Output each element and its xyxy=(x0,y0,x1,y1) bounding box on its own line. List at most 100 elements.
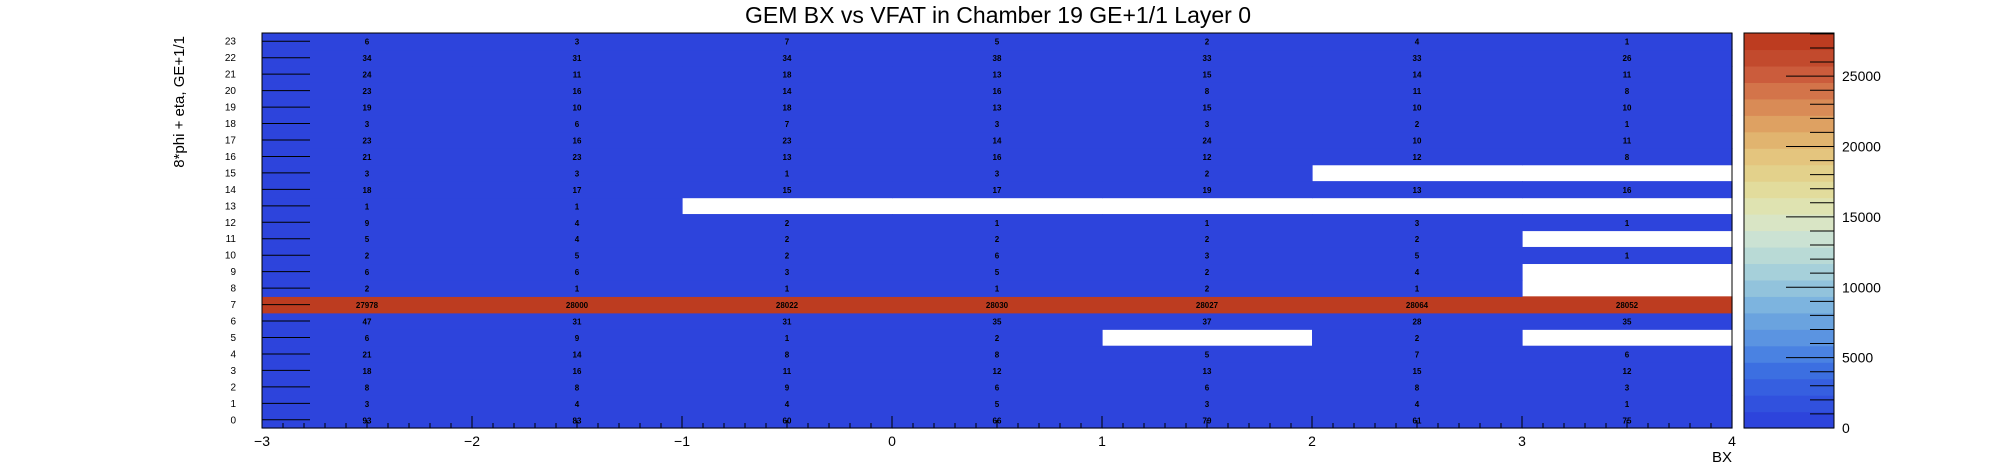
heatmap-cell xyxy=(682,230,893,248)
heatmap-cell xyxy=(682,362,893,380)
cell-value-label: 19 xyxy=(363,104,372,113)
cell-value-label: 11 xyxy=(573,71,582,80)
heatmap-cell xyxy=(1102,65,1313,83)
y-tick-label: 4 xyxy=(230,349,236,360)
heatmap-cell xyxy=(892,312,1103,330)
cell-value-label: 13 xyxy=(1413,186,1422,195)
heatmap-cell xyxy=(682,131,893,149)
cell-value-label: 10 xyxy=(1413,104,1422,113)
cell-value-label: 1 xyxy=(785,334,790,343)
heatmap-cell xyxy=(892,82,1103,100)
heatmap-cell xyxy=(1102,33,1313,51)
heatmap-cell xyxy=(262,395,473,413)
cell-value-label: 35 xyxy=(993,318,1002,327)
cell-value-label: 2 xyxy=(785,252,790,261)
heatmap-cell xyxy=(472,164,683,182)
x-tick-label: 3 xyxy=(1518,433,1526,449)
heatmap-cell xyxy=(1312,279,1523,297)
cell-value-label: 1 xyxy=(995,219,1000,228)
cell-value-label: 14 xyxy=(993,136,1002,145)
colorbar-segment xyxy=(1744,329,1834,347)
heatmap-cell xyxy=(262,148,473,166)
heatmap-cells xyxy=(262,33,1733,429)
cell-value-label: 15 xyxy=(1203,104,1212,113)
cell-value-label: 19 xyxy=(1203,186,1212,195)
cell-value-label: 6 xyxy=(1205,383,1210,392)
cell-value-label: 28064 xyxy=(1406,301,1429,310)
cell-value-label: 3 xyxy=(1625,383,1630,392)
cell-value-label: 13 xyxy=(993,104,1002,113)
heatmap-cell xyxy=(262,131,473,149)
y-tick-label: 18 xyxy=(225,119,237,130)
y-tick-label: 21 xyxy=(225,70,237,81)
cell-value-label: 2 xyxy=(365,285,370,294)
cell-value-label: 23 xyxy=(363,87,372,96)
heatmap-cell xyxy=(1312,329,1523,347)
heatmap-cell xyxy=(1522,378,1733,396)
heatmap-cell xyxy=(1102,296,1313,314)
heatmap-cell xyxy=(1312,214,1523,232)
cell-value-label: 1 xyxy=(1625,38,1630,47)
cell-value-label: 6 xyxy=(365,38,370,47)
cell-value-label: 16 xyxy=(573,87,582,96)
cell-value-label: 28030 xyxy=(986,301,1009,310)
heatmap-cell xyxy=(682,378,893,396)
colorbar-segment xyxy=(1744,395,1834,413)
cell-value-label: 1 xyxy=(365,202,370,211)
chart-title: GEM BX vs VFAT in Chamber 19 GE+1/1 Laye… xyxy=(744,2,1251,28)
heatmap-cell xyxy=(892,263,1103,281)
colorbar-segment xyxy=(1744,98,1834,116)
cell-value-label: 24 xyxy=(363,71,372,80)
x-tick-label: −1 xyxy=(674,433,690,449)
cell-value-label: 28022 xyxy=(776,301,799,310)
y-tick-label: 10 xyxy=(225,251,237,262)
cell-value-label: 3 xyxy=(1415,219,1420,228)
heatmap-cell xyxy=(472,131,683,149)
heatmap-cell xyxy=(262,263,473,281)
heatmap-cell xyxy=(682,279,893,297)
cell-value-label: 8 xyxy=(1625,87,1630,96)
cell-value-label: 24 xyxy=(1203,136,1212,145)
cell-value-label: 1 xyxy=(1625,252,1630,261)
heatmap-cell xyxy=(1102,148,1313,166)
cell-value-label: 2 xyxy=(995,235,1000,244)
heatmap-cell xyxy=(1102,214,1313,232)
colorbar-tick-label: 15000 xyxy=(1842,209,1881,225)
cell-value-label: 10 xyxy=(573,104,582,113)
cell-value-label: 3 xyxy=(575,169,580,178)
heatmap-cell xyxy=(1312,230,1523,248)
cell-value-label: 31 xyxy=(573,318,582,327)
heatmap-cell xyxy=(1102,246,1313,265)
cell-value-label: 18 xyxy=(783,71,792,80)
heatmap-cell xyxy=(472,98,683,116)
heatmap-cell xyxy=(1522,296,1733,314)
heatmap-cell xyxy=(262,345,473,363)
colorbar-segment xyxy=(1744,362,1834,380)
heatmap-cell xyxy=(682,312,893,330)
cell-value-label: 1 xyxy=(1415,285,1420,294)
x-tick-label: 4 xyxy=(1728,433,1736,449)
cell-value-label: 3 xyxy=(575,38,580,47)
cell-value-label: 1 xyxy=(1205,219,1210,228)
cell-value-label: 16 xyxy=(573,367,582,376)
heatmap-cell xyxy=(682,329,893,347)
cell-value-label: 2 xyxy=(1205,268,1210,277)
x-tick-label: 2 xyxy=(1308,433,1316,449)
cell-value-label: 3 xyxy=(995,120,1000,129)
colorbar-segment xyxy=(1744,411,1834,429)
heatmap-cell xyxy=(472,115,683,133)
heatmap-cell xyxy=(892,65,1103,83)
heatmap-cell xyxy=(262,230,473,248)
cell-value-label: 33 xyxy=(1413,54,1422,63)
y-tick-label: 1 xyxy=(230,399,236,410)
cell-value-label: 8 xyxy=(785,350,790,359)
cell-value-label: 2 xyxy=(365,252,370,261)
cell-value-label: 21 xyxy=(363,153,372,162)
cell-value-label: 7 xyxy=(785,120,790,129)
cell-value-label: 38 xyxy=(993,54,1002,63)
y-tick-label: 3 xyxy=(230,366,236,377)
heatmap-cell xyxy=(262,82,473,100)
heatmap-cell xyxy=(1102,131,1313,149)
cell-value-label: 28027 xyxy=(1196,301,1219,310)
